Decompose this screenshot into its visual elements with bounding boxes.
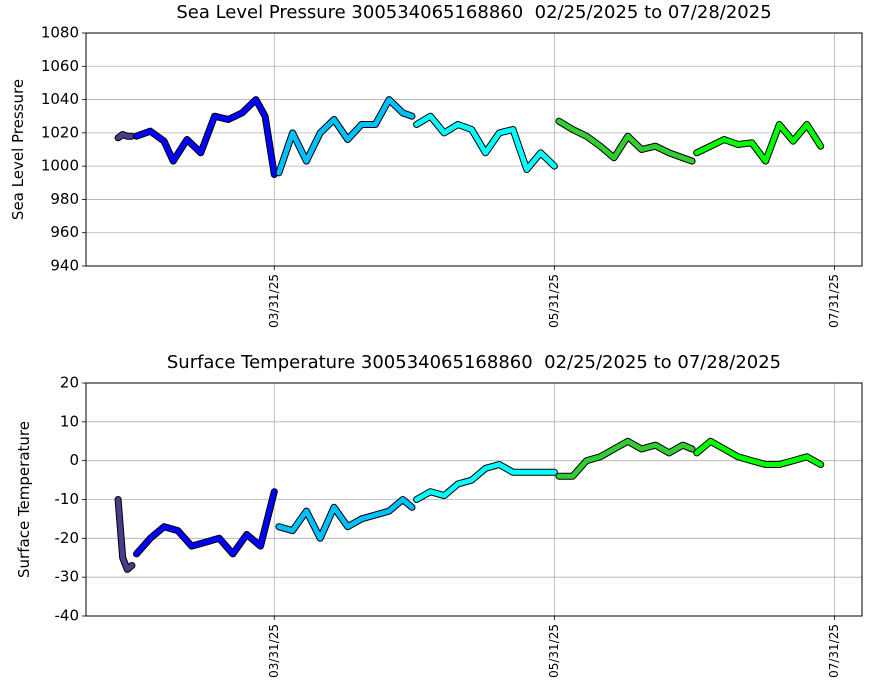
plot-frame (85, 32, 863, 267)
x-tick-label: 05/31/25 (547, 274, 561, 328)
x-tick-label: 07/31/25 (827, 274, 841, 328)
y-tick-label: 940 (50, 257, 79, 275)
y-tick-label: 1020 (41, 123, 79, 141)
plot-frame (85, 382, 863, 617)
panel: Surface Temperature 300534065168860 02/2… (15, 352, 863, 678)
x-tick-label: 03/31/25 (267, 274, 281, 328)
y-axis-label: Surface Temperature (15, 421, 33, 578)
series-line (556, 438, 695, 479)
series-line (414, 462, 557, 502)
panel: Sea Level Pressure 300534065168860 02/25… (9, 2, 863, 328)
series-line (115, 497, 135, 572)
y-tick-label: 10 (60, 412, 79, 430)
series-line (134, 489, 277, 557)
x-tick-label: 03/31/25 (267, 624, 281, 678)
series-line (556, 118, 695, 164)
y-tick-label: -40 (55, 607, 80, 625)
y-tick-label: -20 (55, 529, 80, 547)
series-line (694, 122, 824, 164)
y-tick-label: 1080 (41, 24, 79, 42)
y-axis-label: Sea Level Pressure (9, 79, 27, 220)
x-tick-label: 07/31/25 (827, 624, 841, 678)
y-tick-label: 980 (50, 190, 79, 208)
y-tick-label: 1000 (41, 157, 79, 175)
series-line (694, 438, 824, 467)
series-line (414, 113, 557, 172)
y-tick-label: 1060 (41, 57, 79, 75)
series-line (276, 497, 415, 541)
x-tick-label: 05/31/25 (547, 624, 561, 678)
y-tick-label: 960 (50, 223, 79, 241)
y-tick-label: -30 (55, 568, 80, 586)
chart-title: Surface Temperature 300534065168860 02/2… (167, 352, 781, 373)
y-tick-label: -10 (55, 490, 80, 508)
y-tick-label: 20 (60, 374, 79, 392)
series-line (134, 97, 277, 177)
y-tick-label: 0 (69, 451, 79, 469)
chart-title: Sea Level Pressure 300534065168860 02/25… (176, 2, 771, 23)
series-line (276, 97, 415, 176)
y-tick-label: 1040 (41, 90, 79, 108)
series-line (115, 132, 135, 141)
